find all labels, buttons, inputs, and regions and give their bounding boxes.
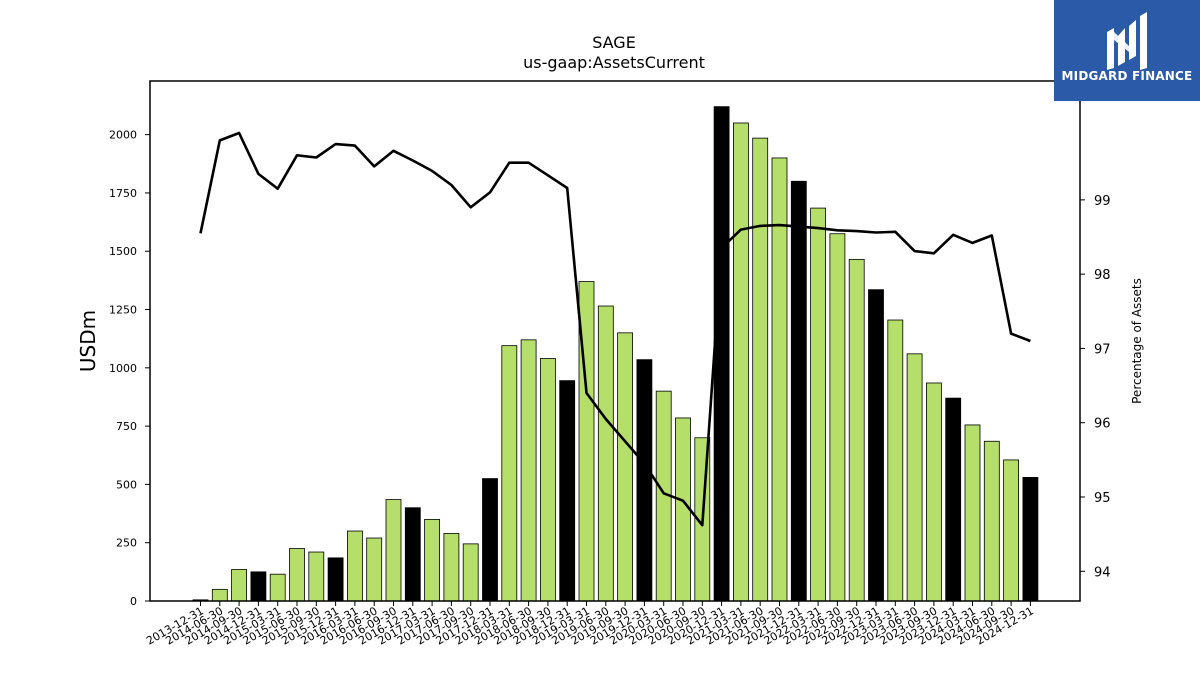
bar bbox=[346, 530, 363, 602]
y-tick-label: 1750 bbox=[109, 187, 137, 200]
plot-frame bbox=[149, 80, 1081, 602]
bar bbox=[231, 569, 248, 602]
bar bbox=[810, 207, 826, 602]
bar bbox=[520, 339, 537, 602]
bar bbox=[945, 397, 962, 602]
x-axis-ticks: 2013-12-312014-06-302014-09-302014-12-31… bbox=[144, 601, 1036, 648]
y-tick-label: 1500 bbox=[109, 245, 137, 258]
y2-tick-label: 97 bbox=[1094, 342, 1111, 357]
bar bbox=[501, 345, 518, 602]
y-axis-label: USDm bbox=[76, 310, 100, 372]
y2-tick-label: 98 bbox=[1094, 268, 1111, 283]
bar bbox=[540, 358, 556, 602]
chart-subtitle: us-gaap:AssetsCurrent bbox=[523, 53, 705, 72]
bar bbox=[926, 382, 942, 602]
bar bbox=[404, 507, 421, 602]
bar bbox=[482, 478, 498, 602]
bar bbox=[733, 122, 749, 602]
y-tick-label: 1000 bbox=[109, 362, 137, 375]
bar bbox=[559, 380, 576, 602]
bar bbox=[424, 518, 441, 602]
bar bbox=[868, 289, 884, 602]
bar bbox=[289, 548, 305, 602]
y-tick-label: 1250 bbox=[109, 304, 137, 317]
chart-title: SAGE bbox=[592, 33, 636, 52]
brand-logo: MIDGARD FINANCE bbox=[1054, 0, 1200, 101]
y2-axis-label: Percentage of Assets bbox=[1130, 278, 1144, 404]
bar bbox=[443, 532, 460, 602]
bar bbox=[250, 571, 267, 602]
bar bbox=[829, 233, 846, 602]
bar bbox=[366, 537, 383, 602]
bar bbox=[597, 305, 614, 602]
bar bbox=[308, 551, 325, 602]
left-axis-ticks: 0 250 500 750 1000 1250 1500 1750 2000 bbox=[109, 129, 150, 608]
right-axis-ticks: 94 95 96 97 98 99 bbox=[1080, 194, 1111, 580]
bar bbox=[906, 353, 923, 602]
bar bbox=[211, 588, 228, 602]
bar-series bbox=[192, 106, 1039, 602]
y-tick-label: 500 bbox=[116, 478, 137, 491]
bar bbox=[636, 359, 653, 602]
bar bbox=[848, 258, 865, 602]
y-tick-label: 0 bbox=[130, 595, 137, 608]
bar bbox=[790, 180, 807, 602]
y-tick-label: 250 bbox=[116, 537, 137, 550]
y2-tick-label: 95 bbox=[1094, 491, 1111, 506]
y-tick-label: 750 bbox=[116, 420, 137, 433]
y2-tick-label: 99 bbox=[1094, 194, 1111, 209]
brand-logo-icon bbox=[1107, 12, 1147, 70]
percentage-line bbox=[199, 131, 1031, 527]
bar bbox=[887, 319, 904, 602]
bar bbox=[752, 137, 769, 602]
bar bbox=[675, 417, 691, 602]
bar bbox=[462, 543, 479, 602]
y2-tick-label: 94 bbox=[1094, 565, 1111, 580]
bar bbox=[1003, 459, 1019, 602]
bar bbox=[617, 332, 633, 602]
bar bbox=[385, 499, 402, 602]
y-tick-label: 2000 bbox=[109, 129, 137, 142]
bar bbox=[713, 106, 730, 602]
y2-tick-label: 96 bbox=[1094, 417, 1111, 432]
bar bbox=[1022, 477, 1039, 602]
bar bbox=[983, 440, 1000, 602]
brand-name: MIDGARD FINANCE bbox=[1061, 69, 1193, 83]
bar bbox=[269, 573, 286, 602]
bar bbox=[327, 557, 344, 602]
line-series bbox=[199, 131, 1031, 527]
bar bbox=[964, 424, 981, 602]
